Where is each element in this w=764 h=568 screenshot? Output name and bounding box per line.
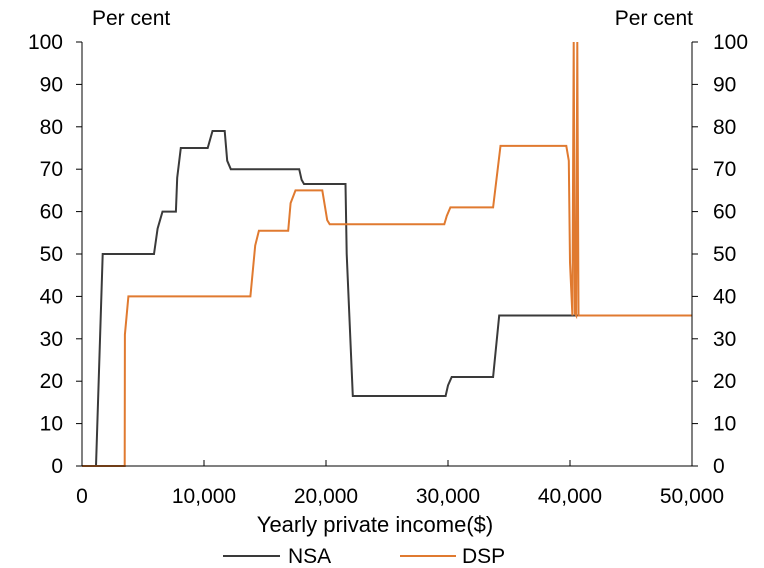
series-layer: [82, 41, 692, 467]
x-tick-label: 30,000: [416, 485, 480, 508]
right-y-tick-label: 20: [713, 370, 736, 393]
right-axis-unit-label: Per cent: [615, 7, 693, 30]
left-y-tick-label: 100: [28, 31, 63, 54]
right-y-axis-ticks: 0 10 20 30 40 50 60 70 80 90 100: [692, 31, 748, 478]
series-line-nsa: [82, 130, 692, 467]
legend: NSA DSP: [223, 545, 505, 568]
x-axis-ticks: 0 10,000 20,000 30,000 40,000 50,000: [76, 460, 724, 508]
left-y-tick-label: 10: [40, 413, 63, 436]
left-y-tick-label: 0: [51, 455, 63, 478]
x-tick-label: 20,000: [294, 485, 358, 508]
series-line-dsp: [82, 41, 692, 467]
x-tick-label: 40,000: [538, 485, 602, 508]
x-axis-title: Yearly private income($): [257, 512, 493, 537]
left-y-tick-label: 70: [40, 158, 63, 181]
right-y-tick-label: 90: [713, 73, 736, 96]
left-y-tick-label: 90: [40, 73, 63, 96]
right-y-tick-label: 10: [713, 413, 736, 436]
x-tick-label: 0: [76, 485, 88, 508]
legend-label-nsa: NSA: [288, 545, 331, 568]
left-y-tick-label: 50: [40, 243, 63, 266]
left-y-tick-label: 40: [40, 285, 63, 308]
x-tick-label: 10,000: [172, 485, 236, 508]
x-tick-label: 50,000: [660, 485, 724, 508]
left-y-tick-label: 60: [40, 201, 63, 224]
right-y-tick-label: 70: [713, 158, 736, 181]
left-y-tick-label: 30: [40, 328, 63, 351]
left-y-tick-label: 80: [40, 116, 63, 139]
right-y-tick-label: 30: [713, 328, 736, 351]
right-y-tick-label: 100: [713, 31, 748, 54]
legend-label-dsp: DSP: [462, 545, 505, 568]
right-y-tick-label: 0: [713, 455, 725, 478]
left-y-axis-ticks: 0 10 20 30 40 50 60 70 80 90 100: [28, 31, 82, 478]
right-y-tick-label: 60: [713, 201, 736, 224]
right-y-tick-label: 80: [713, 116, 736, 139]
left-y-tick-label: 20: [40, 370, 63, 393]
left-axis-unit-label: Per cent: [92, 7, 170, 30]
right-y-tick-label: 50: [713, 243, 736, 266]
right-y-tick-label: 40: [713, 285, 736, 308]
